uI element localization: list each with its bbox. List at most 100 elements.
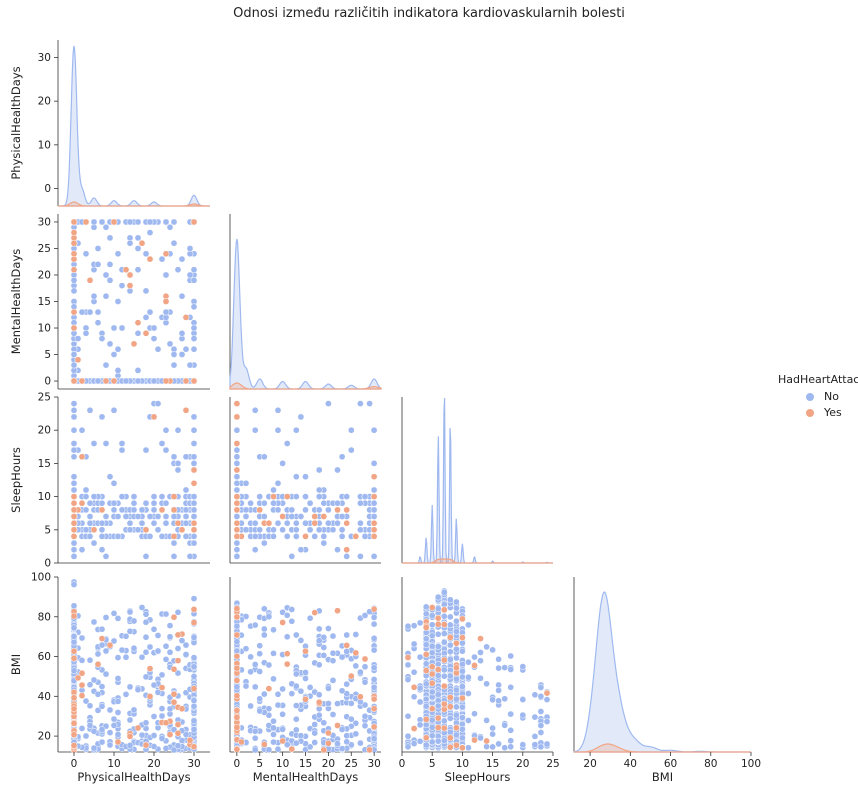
point-no	[126, 519, 134, 527]
point-yes	[190, 526, 198, 534]
point-no	[90, 292, 98, 300]
x-tick-label: 10	[276, 758, 289, 770]
point-no	[270, 626, 277, 634]
point-no	[459, 714, 466, 721]
point-no	[146, 308, 154, 316]
point-no	[242, 506, 250, 514]
point-yes	[146, 255, 154, 263]
point-no	[292, 519, 300, 527]
point-no	[114, 698, 122, 705]
point-yes	[440, 682, 448, 690]
point-yes	[70, 324, 78, 332]
point-no	[260, 453, 268, 461]
point-no	[338, 513, 346, 520]
point-no	[233, 453, 241, 461]
point-no	[178, 255, 186, 263]
point-yes	[162, 250, 170, 258]
point-no	[182, 519, 190, 527]
x-tick-label: 5	[429, 758, 436, 770]
point-no	[507, 743, 515, 751]
point-yes	[302, 533, 309, 540]
point-no	[74, 335, 82, 342]
point-no	[265, 746, 273, 754]
point-no	[459, 660, 466, 668]
point-no	[434, 643, 442, 650]
point-no	[178, 292, 186, 300]
point-no	[465, 673, 472, 681]
point-no	[233, 486, 241, 494]
point-no	[260, 631, 268, 639]
point-no	[288, 506, 296, 514]
point-no	[251, 533, 259, 540]
point-no	[422, 702, 430, 710]
kde-no-MentalHealthDays	[229, 238, 382, 390]
point-no	[361, 712, 369, 720]
point-no	[146, 513, 154, 520]
point-no	[292, 493, 300, 500]
axes-2-2	[401, 397, 553, 564]
point-no	[70, 602, 78, 610]
point-no	[422, 610, 430, 618]
point-yes	[142, 741, 150, 749]
point-yes	[288, 745, 296, 753]
point-yes	[190, 685, 198, 692]
point-no	[453, 604, 460, 612]
point-no	[361, 701, 369, 709]
axes-1-1	[229, 214, 381, 390]
point-no	[274, 479, 282, 487]
point-no	[118, 440, 126, 447]
point-no	[158, 705, 166, 712]
point-no	[126, 683, 134, 691]
point-no	[154, 526, 162, 534]
point-yes	[233, 519, 241, 527]
point-no	[315, 711, 323, 719]
point-no	[170, 513, 178, 520]
point-no	[428, 649, 436, 657]
point-no	[459, 734, 466, 742]
point-no	[190, 702, 198, 710]
point-no	[343, 493, 351, 500]
point-no	[70, 351, 78, 358]
point-no	[410, 640, 418, 648]
point-no	[428, 621, 436, 629]
point-no	[110, 499, 118, 507]
point-no	[158, 671, 166, 679]
point-no	[190, 539, 198, 547]
x-tick-label: 0	[234, 758, 241, 770]
point-yes	[70, 499, 78, 507]
point-no	[70, 581, 78, 588]
point-no	[90, 440, 98, 447]
point-no	[130, 506, 138, 514]
point-no	[410, 693, 418, 701]
point-no	[106, 261, 114, 268]
point-yes	[453, 724, 460, 732]
point-no	[150, 493, 158, 500]
point-no	[182, 506, 190, 514]
y-tick-label: 5	[44, 524, 51, 536]
point-yes	[459, 744, 466, 752]
point-yes	[428, 663, 436, 671]
point-yes	[233, 652, 241, 660]
x-tick-label: 20	[583, 758, 596, 770]
point-no	[422, 680, 430, 688]
point-no	[446, 596, 454, 604]
point-no	[78, 426, 86, 434]
point-yes	[370, 723, 378, 731]
point-no	[190, 453, 198, 461]
point-yes	[302, 647, 309, 655]
point-yes	[440, 656, 448, 664]
x-tick-label: 15	[486, 758, 499, 770]
point-no	[190, 276, 198, 284]
x-tick-label: 0	[71, 758, 78, 770]
point-yes	[233, 613, 241, 621]
point-no	[102, 647, 110, 655]
point-no	[315, 526, 323, 534]
point-yes	[453, 639, 460, 647]
point-no	[134, 266, 142, 274]
point-no	[118, 493, 126, 500]
x-tick-label: 30	[187, 758, 200, 770]
point-no	[178, 351, 186, 358]
point-no	[274, 690, 282, 698]
point-no	[537, 692, 545, 700]
point-no	[233, 426, 241, 434]
